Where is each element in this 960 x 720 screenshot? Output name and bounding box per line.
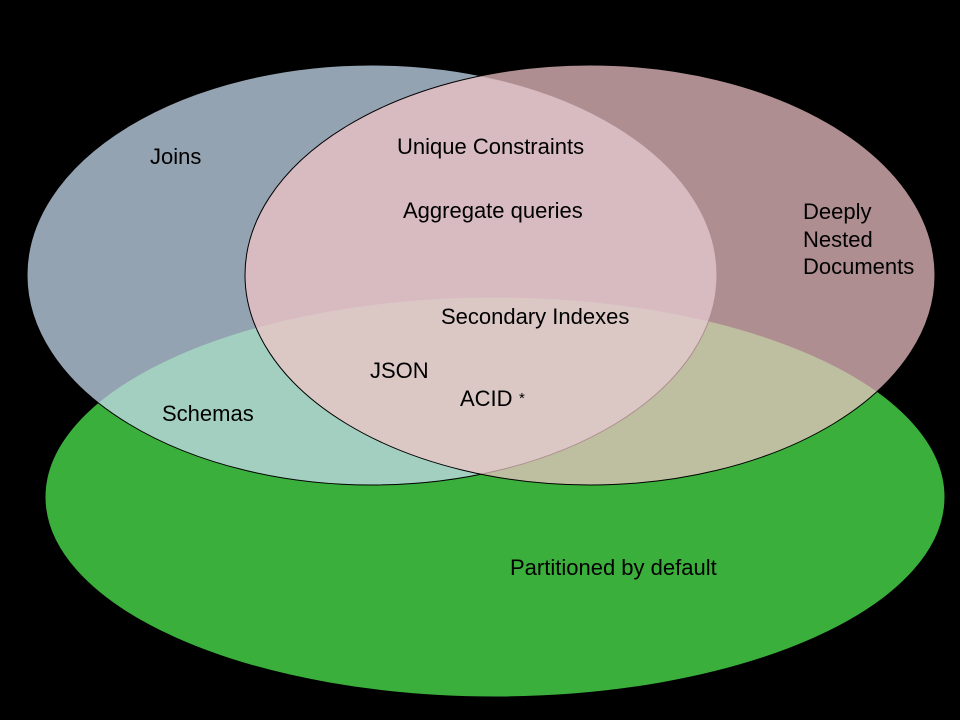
label-acid-asterisk: *: [519, 390, 525, 409]
venn-diagram: Joins Deeply Nested Documents Unique Con…: [0, 0, 960, 720]
label-acid: ACID: [460, 385, 513, 413]
label-unique-constraints: Unique Constraints: [397, 133, 584, 161]
label-joins: Joins: [150, 143, 201, 171]
label-aggregate-queries: Aggregate queries: [403, 197, 583, 225]
label-secondary-indexes: Secondary Indexes: [441, 303, 629, 331]
label-deeply-nested-documents: Deeply Nested Documents: [803, 198, 914, 281]
venn-svg: [0, 0, 960, 720]
label-schemas: Schemas: [162, 400, 254, 428]
label-json: JSON: [370, 357, 429, 385]
label-partitioned-by-default: Partitioned by default: [510, 554, 717, 582]
